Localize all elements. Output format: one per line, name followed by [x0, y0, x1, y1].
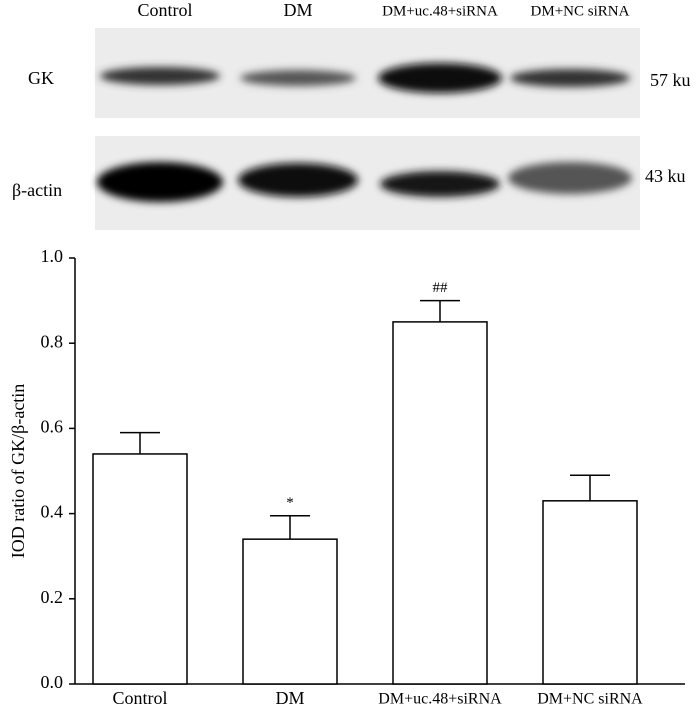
error-bar — [120, 431, 160, 454]
y-axis-label: IOD ratio of GK/β-actin — [8, 384, 28, 559]
y-tick-label: 0.6 — [41, 417, 64, 437]
band — [508, 162, 632, 194]
band — [510, 69, 630, 87]
row-label: GK — [28, 68, 54, 88]
y-tick-label: 0.4 — [41, 502, 64, 522]
x-tick-label: Control — [112, 688, 167, 708]
lane-label: DM — [283, 0, 312, 20]
bar — [542, 500, 638, 685]
blot-gap — [95, 118, 640, 136]
y-tick-label: 0.2 — [41, 587, 64, 607]
y-tick-label: 0.8 — [41, 331, 64, 351]
lane-label: DM+uc.48+siRNA — [382, 3, 498, 19]
bar — [92, 453, 188, 685]
error-bar — [570, 474, 610, 501]
band — [97, 162, 223, 202]
y-tick-label: 1.0 — [41, 246, 64, 266]
western-blot: Control DM DM+uc.48+siRNA DM+NC siRNA GK… — [12, 0, 691, 230]
size-label: 43 ku — [645, 166, 686, 186]
size-label: 57 ku — [650, 70, 691, 90]
y-tick-label: 0.0 — [41, 672, 64, 692]
band — [100, 67, 220, 85]
bar — [242, 538, 338, 685]
annotation: ## — [433, 280, 449, 296]
x-tick-label: DM — [275, 688, 304, 708]
band — [238, 163, 358, 197]
error-bar — [420, 299, 460, 322]
lane-label: Control — [137, 0, 192, 20]
bar — [392, 321, 488, 685]
band — [240, 70, 356, 86]
annotation: * — [286, 495, 294, 511]
error-bar — [270, 514, 310, 540]
band — [378, 63, 502, 93]
x-tick-label: DM+NC siRNA — [537, 691, 643, 708]
lane-label: DM+NC siRNA — [531, 3, 630, 19]
row-label: β-actin — [12, 180, 62, 200]
x-tick-label: DM+uc.48+siRNA — [378, 691, 502, 708]
bands — [97, 63, 632, 202]
band — [380, 171, 500, 197]
